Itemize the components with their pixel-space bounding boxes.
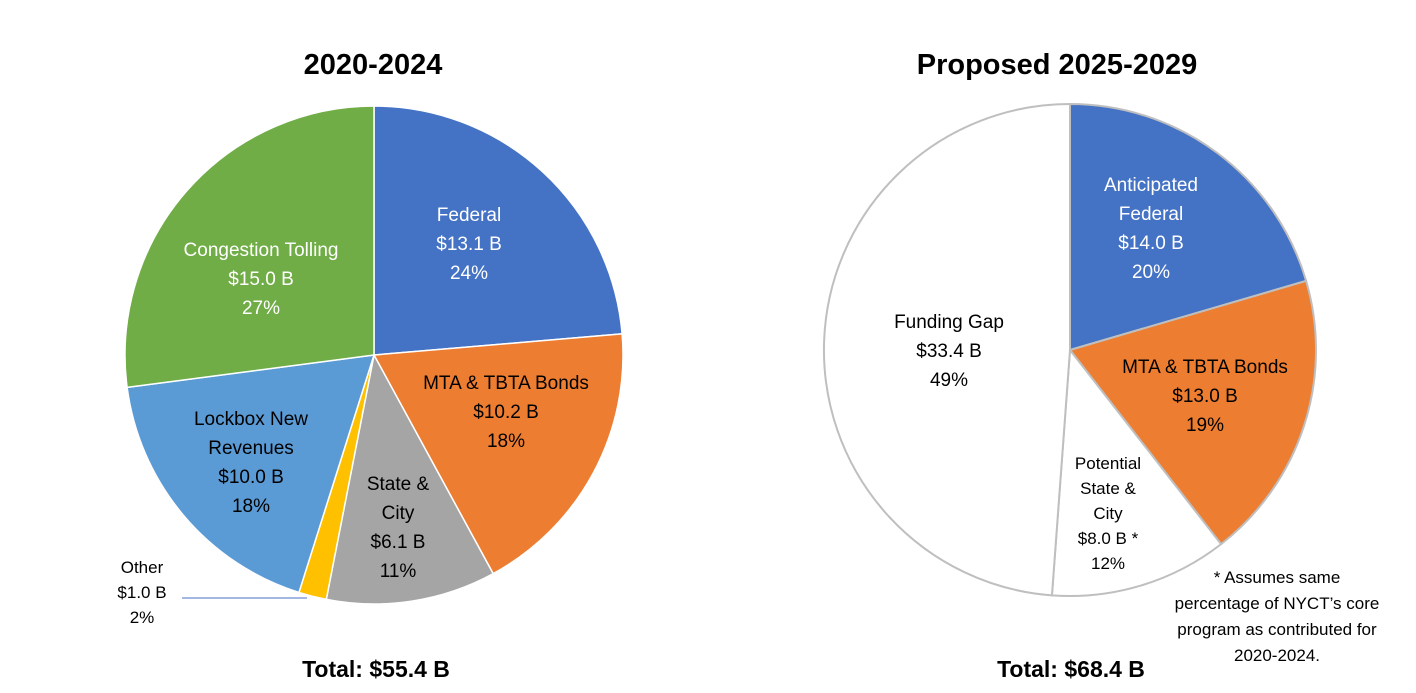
pie-slice-state-and-city: [325, 352, 495, 605]
chart-title: 2020-2024: [304, 49, 443, 81]
slice-label-state-and-city: State & City $6.1 B 11%: [367, 474, 430, 582]
footnote-text: * Assumes same percentage of NYCT’s core p…: [1175, 568, 1380, 665]
chart-proposed-2025-2029: Proposed 2025-2029 Anticipated Federal $14…: [822, 49, 1380, 682]
slice-label-anticipated-federal: Anticipated Federal $14.0 B 20%: [1104, 175, 1198, 283]
pie-slice-congestion-tolling: [124, 105, 375, 389]
chart-total: Total: $55.4 B: [302, 656, 450, 682]
pie-slice-potential-state-and-city: [1050, 347, 1223, 597]
pie-slice-mta-and-tbta-bonds: [1068, 279, 1317, 546]
slice-label-potential-state-and-city: Potential State & City $8.0 B * 12%: [1075, 454, 1141, 573]
chart-total: Total: $68.4 B: [997, 656, 1145, 682]
pie-slice-lockbox-new-revenues: [126, 354, 376, 594]
chart-title: Proposed 2025-2029: [917, 49, 1197, 81]
slice-label-federal: Federal $13.1 B 24%: [436, 205, 502, 284]
slice-label-mta-and-tbta-bonds: MTA & TBTA Bonds $10.2 B 18%: [423, 373, 589, 452]
footnote: * Assumes same percentage of NYCT’s core p…: [1175, 568, 1380, 665]
slice-label-funding-gap: Funding Gap $33.4 B 49%: [894, 312, 1004, 391]
slice-label-other: Other $1.0 B 2%: [117, 558, 166, 627]
pie-slices: [822, 102, 1317, 597]
slice-label-congestion-tolling: Congestion Tolling $15.0 B 27%: [184, 240, 339, 319]
pie-slices: [124, 105, 624, 605]
slice-labels: Anticipated Federal $14.0 B 20% MTA & TBTA B…: [894, 175, 1288, 573]
pie-slice-funding-gap: [822, 102, 1071, 597]
pie-slice-anticipated-federal: [1069, 102, 1308, 352]
slice-label-mta-and-tbta-bonds: MTA & TBTA Bonds $13.0 B 19%: [1122, 357, 1288, 436]
slice-label-lockbox-new-revenues: Lockbox New Revenues $10.0 B 18%: [194, 409, 308, 517]
slice-labels: Federal $13.1 B 24% MTA & TBTA Bonds $10.2 B…: [117, 205, 588, 627]
pie-slice-mta-and-tbta-bonds: [372, 333, 624, 575]
chart-2020-2024: 2020-2024 Federal $13.1 B 24% MTA & TBTA Bo…: [117, 49, 624, 682]
pie-slice-federal: [373, 105, 623, 356]
